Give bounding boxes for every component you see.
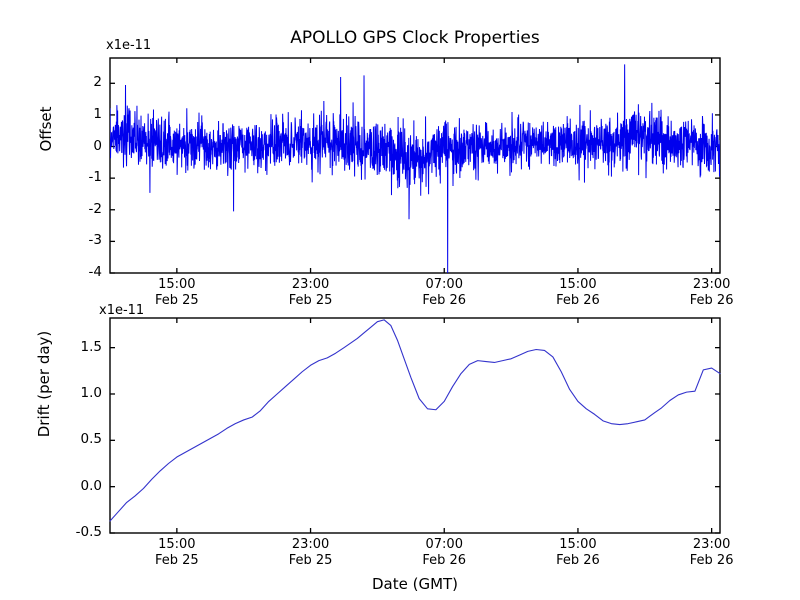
x-tick-label: 23:00 (692, 537, 731, 552)
x-tick-label: 07:00 (425, 277, 463, 292)
axes-frame (109, 317, 721, 534)
y-tick-label: 1.0 (80, 384, 102, 401)
x-tick-label: 15:00 (158, 277, 196, 292)
y-tick-label: -4 (88, 264, 102, 280)
y-tick-label: 0 (93, 137, 102, 154)
x-tick-label: 15:00 (559, 277, 597, 292)
page-title: APOLLO GPS Clock Properties (290, 28, 540, 48)
x-tick-label: Feb 25 (154, 553, 199, 568)
x-tick-label: Feb 26 (556, 293, 600, 308)
x-tick-label: Feb 25 (154, 293, 199, 308)
y-tick-label: 1 (93, 105, 102, 122)
x-tick-label: Feb 26 (689, 553, 734, 568)
y-tick-label: 0.0 (80, 477, 102, 494)
y-tick-label: 1.5 (80, 338, 102, 355)
y-tick-label: 0.5 (80, 431, 102, 448)
x-tick-label: Feb 26 (422, 553, 467, 568)
x-tick-label: Feb 25 (288, 553, 333, 568)
y-tick-label: -2 (88, 200, 102, 217)
x-tick-label: 15:00 (158, 537, 196, 552)
y-tick-label: -3 (88, 232, 102, 249)
x-tick-label: 15:00 (559, 537, 597, 552)
y-tick-label: -1 (88, 169, 102, 186)
x-tick-label: 07:00 (425, 537, 463, 552)
drift-exponent-label: x1e-11 (99, 303, 145, 318)
x-tick-label: Feb 26 (556, 553, 600, 568)
offset-series-line (110, 64, 720, 273)
y-tick-label: 2 (93, 74, 102, 91)
x-tick-label: 23:00 (291, 277, 330, 292)
offset-exponent-label: x1e-11 (106, 38, 152, 53)
y-tick-label: -0.5 (75, 524, 102, 540)
x-tick-label: Feb 25 (288, 293, 333, 308)
x-tick-label: 23:00 (692, 277, 731, 292)
x-axis-label: Date (GMT) (371, 575, 459, 593)
x-tick-label: 23:00 (291, 537, 330, 552)
x-tick-label: Feb 26 (422, 293, 467, 308)
x-tick-label: Feb 26 (689, 293, 734, 308)
drift-series-line (109, 319, 721, 522)
